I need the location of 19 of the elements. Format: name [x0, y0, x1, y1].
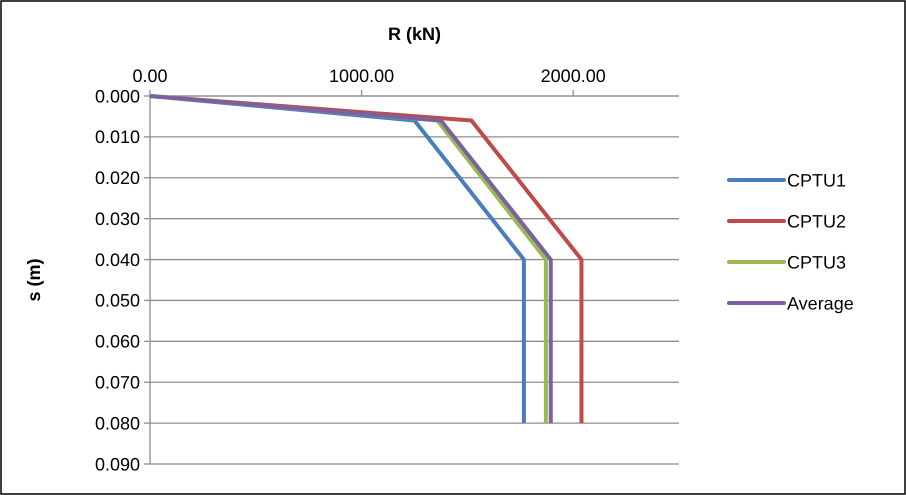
legend-label: CPTU1	[787, 170, 846, 190]
y-tick-label: 0.030	[94, 208, 140, 229]
x-axis-title: R (kN)	[388, 24, 442, 44]
y-tick-label: 0.070	[94, 372, 140, 393]
y-tick-label: 0.060	[94, 332, 140, 352]
y-tick-label: 0.080	[94, 413, 140, 434]
x-tick-label: 1000.00	[329, 66, 394, 86]
y-tick-label: 0.090	[94, 454, 140, 474]
y-tick-label: 0.050	[94, 290, 140, 311]
x-tick-label: 0.00	[132, 66, 168, 86]
legend-label: CPTU3	[787, 252, 846, 272]
legend-label: CPTU2	[787, 211, 846, 232]
y-tick-label: 0.010	[94, 127, 140, 148]
y-axis-title: s (m)	[24, 258, 44, 302]
x-tick-label: 2000.00	[540, 66, 606, 86]
legend-label: Average	[787, 293, 854, 314]
y-tick-label: 0.040	[94, 250, 140, 270]
y-tick-label: 0.000	[94, 86, 140, 106]
y-tick-label: 0.020	[94, 168, 140, 188]
